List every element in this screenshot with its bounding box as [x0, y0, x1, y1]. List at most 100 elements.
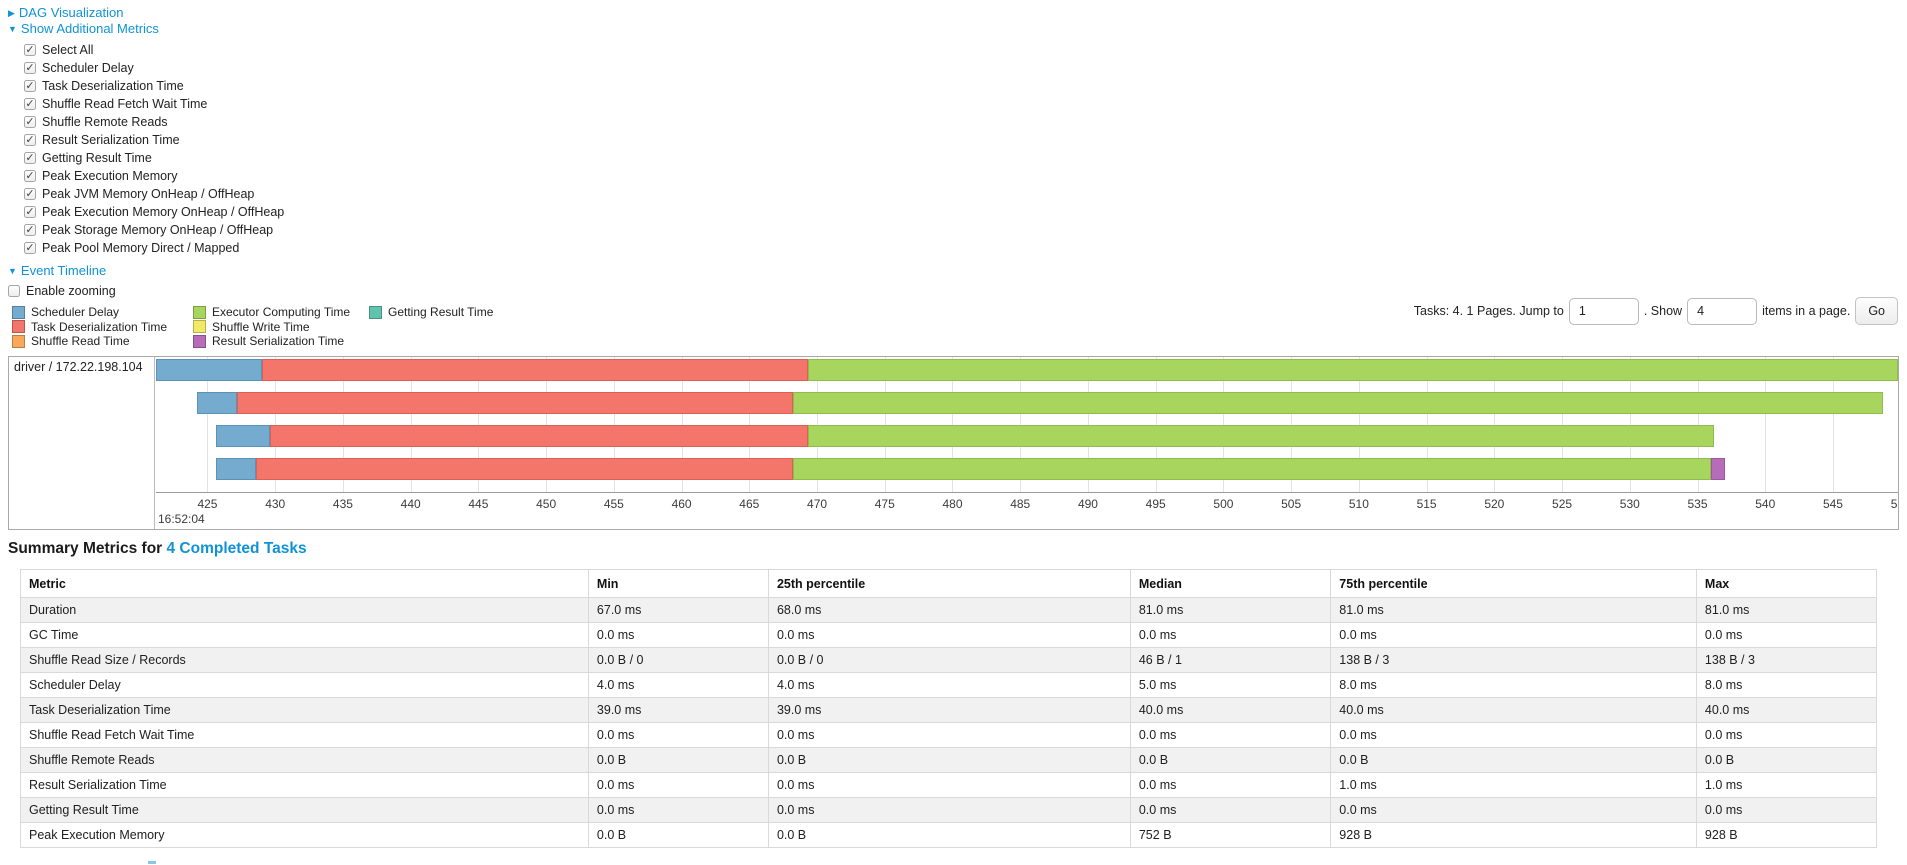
metric-checkbox[interactable]: [24, 98, 36, 110]
legend-label: Task Deserialization Time: [31, 319, 168, 334]
grid-line: [1832, 357, 1834, 492]
table-cell: 0.0 B: [1695, 747, 1878, 773]
grid-line: [1697, 357, 1699, 492]
show-additional-metrics-toggle[interactable]: ▼ Show Additional Metrics: [8, 21, 159, 36]
table-cell: 752 B: [1129, 822, 1332, 848]
legend-swatch: [193, 334, 206, 348]
table-cell: 0.0 ms: [1695, 622, 1878, 648]
task-bar-scheduler-delay[interactable]: [156, 359, 262, 381]
completed-tasks-link[interactable]: 4 Completed Tasks: [166, 540, 307, 557]
axis-tick-label: 450: [536, 497, 557, 511]
table-cell: 1.0 ms: [1330, 772, 1697, 798]
metric-checkbox[interactable]: [24, 134, 36, 146]
metric-checkbox[interactable]: [24, 80, 36, 92]
metric-checkbox[interactable]: [24, 44, 36, 56]
metric-checkbox-row: Shuffle Read Fetch Wait Time: [24, 95, 284, 113]
table-row: Scheduler Delay 4.0 ms 4.0 ms 5.0 ms 8.0 ms 8…: [20, 672, 1878, 698]
metric-checkbox[interactable]: [24, 116, 36, 128]
table-cell: 81.0 ms: [1330, 597, 1697, 623]
event-timeline-toggle[interactable]: ▼ Event Timeline: [8, 263, 106, 278]
task-bar-executor-computing[interactable]: [792, 458, 1712, 480]
task-bar-task-deserialization[interactable]: [261, 359, 808, 381]
legend-item: Executor Computing Time: [193, 305, 369, 320]
metric-checkbox-label: Task Deserialization Time: [42, 79, 184, 93]
axis-tick-label: 495: [1145, 497, 1166, 511]
metric-checkbox[interactable]: [24, 242, 36, 254]
grid-line: [1291, 357, 1293, 492]
jump-to-page-input[interactable]: [1568, 297, 1639, 325]
table-cell: 0.0 ms: [587, 772, 769, 798]
task-bar-executor-computing[interactable]: [792, 392, 1884, 414]
grid-line: [546, 357, 548, 492]
table-cell: 0.0 ms: [1695, 722, 1878, 748]
grid-line: [1426, 357, 1428, 492]
table-cell: Result Serialization Time: [20, 772, 589, 798]
axis-tick-label: 520: [1484, 497, 1505, 511]
metric-checkbox-row: Task Deserialization Time: [24, 77, 284, 95]
legend-item: Scheduler Delay: [12, 305, 193, 320]
items-per-page-input[interactable]: [1687, 297, 1758, 325]
legend-swatch: [193, 320, 206, 334]
dag-visualization-toggle[interactable]: ▶ DAG Visualization: [8, 5, 123, 20]
table-cell: 40.0 ms: [1330, 697, 1697, 723]
metric-checkbox-label: Peak Execution Memory OnHeap / OffHeap: [42, 205, 285, 219]
table-cell: 1.0 ms: [1695, 772, 1878, 798]
metric-checkbox-row: Peak Pool Memory Direct / Mapped: [24, 239, 284, 257]
pagination-bar: Tasks: 4. 1 Pages. Jump to . Show items …: [1414, 294, 1898, 328]
table-cell: 39.0 ms: [587, 697, 769, 723]
metric-checkbox-row: Result Serialization Time: [24, 131, 284, 149]
grid-line: [1020, 357, 1022, 492]
metric-checkbox-label: Peak Storage Memory OnHeap / OffHeap: [42, 223, 274, 237]
axis-line: [156, 492, 1898, 493]
metric-checkbox[interactable]: [24, 152, 36, 164]
axis-tick-label: 480: [942, 497, 963, 511]
grid-line: [681, 357, 683, 492]
metric-checkbox[interactable]: [24, 206, 36, 218]
table-row: Shuffle Read Fetch Wait Time 0.0 ms 0.0 ms…: [20, 722, 1878, 748]
table-cell: 0.0 ms: [767, 722, 1131, 748]
table-cell: 0.0 B / 0: [767, 647, 1131, 673]
task-bar-executor-computing[interactable]: [807, 359, 1898, 381]
table-cell: 138 B / 3: [1695, 647, 1878, 673]
enable-zooming-checkbox[interactable]: [8, 285, 20, 297]
metric-checkbox-label: Result Serialization Time: [42, 133, 180, 147]
task-bar-task-deserialization[interactable]: [237, 392, 793, 414]
task-bar-task-deserialization[interactable]: [256, 458, 793, 480]
table-cell: Shuffle Read Fetch Wait Time: [20, 722, 589, 748]
metric-checkbox[interactable]: [24, 62, 36, 74]
enable-zooming-row: Enable zooming: [8, 282, 116, 300]
table-cell: Getting Result Time: [20, 797, 589, 823]
grid-line: [1494, 357, 1496, 492]
legend-swatch: [12, 305, 25, 319]
table-cell: 0.0 ms: [1695, 797, 1878, 823]
table-cell: 40.0 ms: [1695, 697, 1878, 723]
axis-tick-label: 535: [1687, 497, 1708, 511]
metric-checkbox[interactable]: [24, 224, 36, 236]
table-cell: 81.0 ms: [1129, 597, 1332, 623]
table-cell: Duration: [20, 597, 589, 623]
grid-line: [342, 357, 344, 492]
metric-checkbox-label: Shuffle Remote Reads: [42, 115, 168, 129]
axis-tick-label: 465: [739, 497, 760, 511]
table-cell: 5.0 ms: [1129, 672, 1332, 698]
task-bar-result-serialization[interactable]: [1711, 458, 1725, 480]
items-in-page-text: items in a page.: [1762, 304, 1851, 318]
task-bar-scheduler-delay[interactable]: [215, 458, 257, 480]
task-bar-scheduler-delay[interactable]: [196, 392, 238, 414]
go-button[interactable]: Go: [1855, 297, 1898, 325]
metric-checkbox[interactable]: [24, 188, 36, 200]
metric-checkbox-label: Select All: [42, 43, 94, 57]
metric-checkbox[interactable]: [24, 170, 36, 182]
table-cell: 0.0 ms: [1330, 797, 1697, 823]
task-bar-task-deserialization[interactable]: [269, 425, 808, 447]
task-bar-scheduler-delay[interactable]: [215, 425, 270, 447]
table-cell: 0.0 ms: [587, 797, 769, 823]
table-cell: 46 B / 1: [1129, 647, 1332, 673]
table-row: Duration 67.0 ms 68.0 ms 81.0 ms 81.0 ms 81.0…: [20, 597, 1878, 623]
task-bar-executor-computing[interactable]: [807, 425, 1714, 447]
table-cell: 928 B: [1330, 822, 1697, 848]
legend-label: Result Serialization Time: [212, 334, 345, 349]
table-cell: 0.0 ms: [1129, 622, 1332, 648]
legend-label: Executor Computing Time: [212, 305, 351, 320]
grid-line: [1562, 357, 1564, 492]
